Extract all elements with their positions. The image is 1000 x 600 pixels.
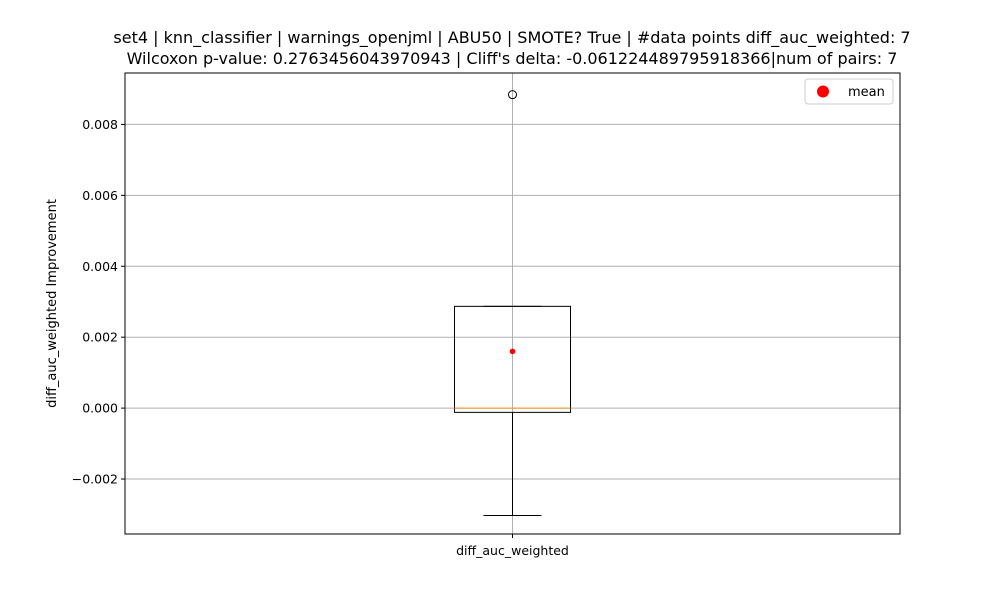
y-tick-label: 0.006 [82,188,118,203]
y-tick-label: 0.000 [82,401,118,416]
y-axis-label: diff_auc_weighted Improvement [45,199,60,408]
outlier-point [508,90,517,100]
mean-marker [509,348,516,355]
x-tick-label: diff_auc_weighted [456,543,569,558]
y-tick-label: −0.002 [72,472,118,487]
y-tick-label: 0.004 [82,259,118,274]
grid-lines [125,73,900,534]
axes: −0.002 0.000 0.002 0.004 0.006 0.008 diff_auc_… [72,117,569,558]
chart-title-line-2: Wilcoxon p-value: 0.2763456043970943 | C… [127,49,898,68]
box-plot [454,90,571,517]
y-tick-label: 0.008 [82,117,118,132]
legend-box [804,78,894,105]
y-tick-label: 0.002 [82,330,118,345]
legend-mean-label: mean [848,85,885,100]
legend: mean [804,78,894,105]
chart-title-line-1: set4 | knn_classifier | warnings_openjml… [113,28,910,48]
interquartile-box [454,305,571,413]
legend-mean-marker [817,85,829,98]
plot-area-frame [124,72,901,535]
